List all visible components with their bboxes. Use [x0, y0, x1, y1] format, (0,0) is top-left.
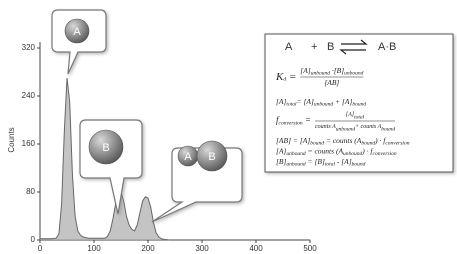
plus: + — [311, 41, 317, 53]
eq-text: = — [297, 97, 304, 106]
x-tick-label: 200 — [141, 244, 155, 253]
eq-text: [A] — [276, 97, 287, 106]
y-tick-label: 0 — [31, 235, 36, 244]
eq-subscript: unbound — [286, 151, 306, 157]
eq-subscript: conversion — [373, 151, 397, 157]
y-axis-label: Counts — [7, 127, 16, 152]
eq-subscript: unbound — [286, 162, 306, 168]
eq-text: [B] — [334, 66, 345, 75]
x-tick-label: 400 — [249, 244, 263, 253]
eq-text: counts A — [361, 124, 382, 130]
eq-text: counts A — [315, 124, 336, 130]
equation-box: A + B A·B Kd =[A]unbound ·[B]unbound[AB]… — [265, 34, 453, 172]
x-tick-label: 300 — [195, 244, 209, 253]
eq-subscript: unbound — [336, 127, 356, 133]
eq-text: ) · — [361, 146, 370, 155]
eq-text: [A] — [341, 157, 352, 166]
eq-text: [AB] = — [276, 136, 300, 145]
product: A·B — [378, 41, 396, 53]
eq-subscript: conversion — [279, 121, 303, 127]
eq-text: [B] — [314, 157, 325, 166]
eq-text: [A] — [300, 136, 311, 145]
eq-text: ) · — [374, 136, 383, 145]
eq-text: + — [333, 97, 342, 106]
x-tick-label: 100 — [87, 244, 101, 253]
eq-text: [A] — [276, 146, 287, 155]
eq-subscript: bound — [352, 162, 366, 168]
reactant: B — [327, 41, 334, 53]
eq-subscript: bound — [352, 102, 366, 108]
eq-subscript: total — [325, 162, 336, 168]
eq-subscript: unbound — [311, 71, 331, 77]
eq-text: = counts ( — [324, 136, 357, 145]
y-tick-label: 320 — [22, 43, 36, 52]
callout-label: A — [73, 26, 81, 38]
figure: 0801602403200100200300400500 Counts A B … — [0, 0, 457, 254]
callout-label: A — [184, 151, 192, 163]
eq-text: = — [303, 115, 311, 125]
callout-a: A — [52, 10, 106, 74]
eq-subscript: bound — [381, 127, 395, 133]
reactant: A — [285, 41, 293, 53]
x-tick-label: 0 — [38, 244, 43, 253]
callout-label: B — [102, 142, 109, 154]
equation: [AB] — [324, 78, 339, 87]
eq-text: [A] — [342, 97, 353, 106]
eq-text: = counts ( — [306, 146, 339, 155]
callout-label: B — [208, 151, 215, 163]
eq-subscript: unbound — [314, 102, 334, 108]
callout-b: B — [80, 120, 142, 214]
eq-text: [A] — [300, 66, 311, 75]
callout-ab: A B — [152, 141, 242, 222]
eq-text: [B] — [276, 157, 287, 166]
eq-subscript: total — [286, 102, 297, 108]
eq-subscript: unbound — [344, 71, 364, 77]
y-tick-label: 160 — [22, 139, 36, 148]
eq-text: [AB] — [324, 78, 339, 87]
y-tick-label: 240 — [22, 91, 36, 100]
eq-subscript: conversion — [385, 141, 409, 147]
eq-text: = — [306, 157, 315, 166]
eq-text: = — [286, 71, 296, 83]
x-tick-label: 500 — [303, 244, 317, 253]
y-tick-label: 80 — [26, 187, 35, 196]
equation: Kd = — [275, 71, 296, 83]
eq-text: [A] — [303, 97, 314, 106]
eq-subscript: total — [354, 115, 365, 121]
